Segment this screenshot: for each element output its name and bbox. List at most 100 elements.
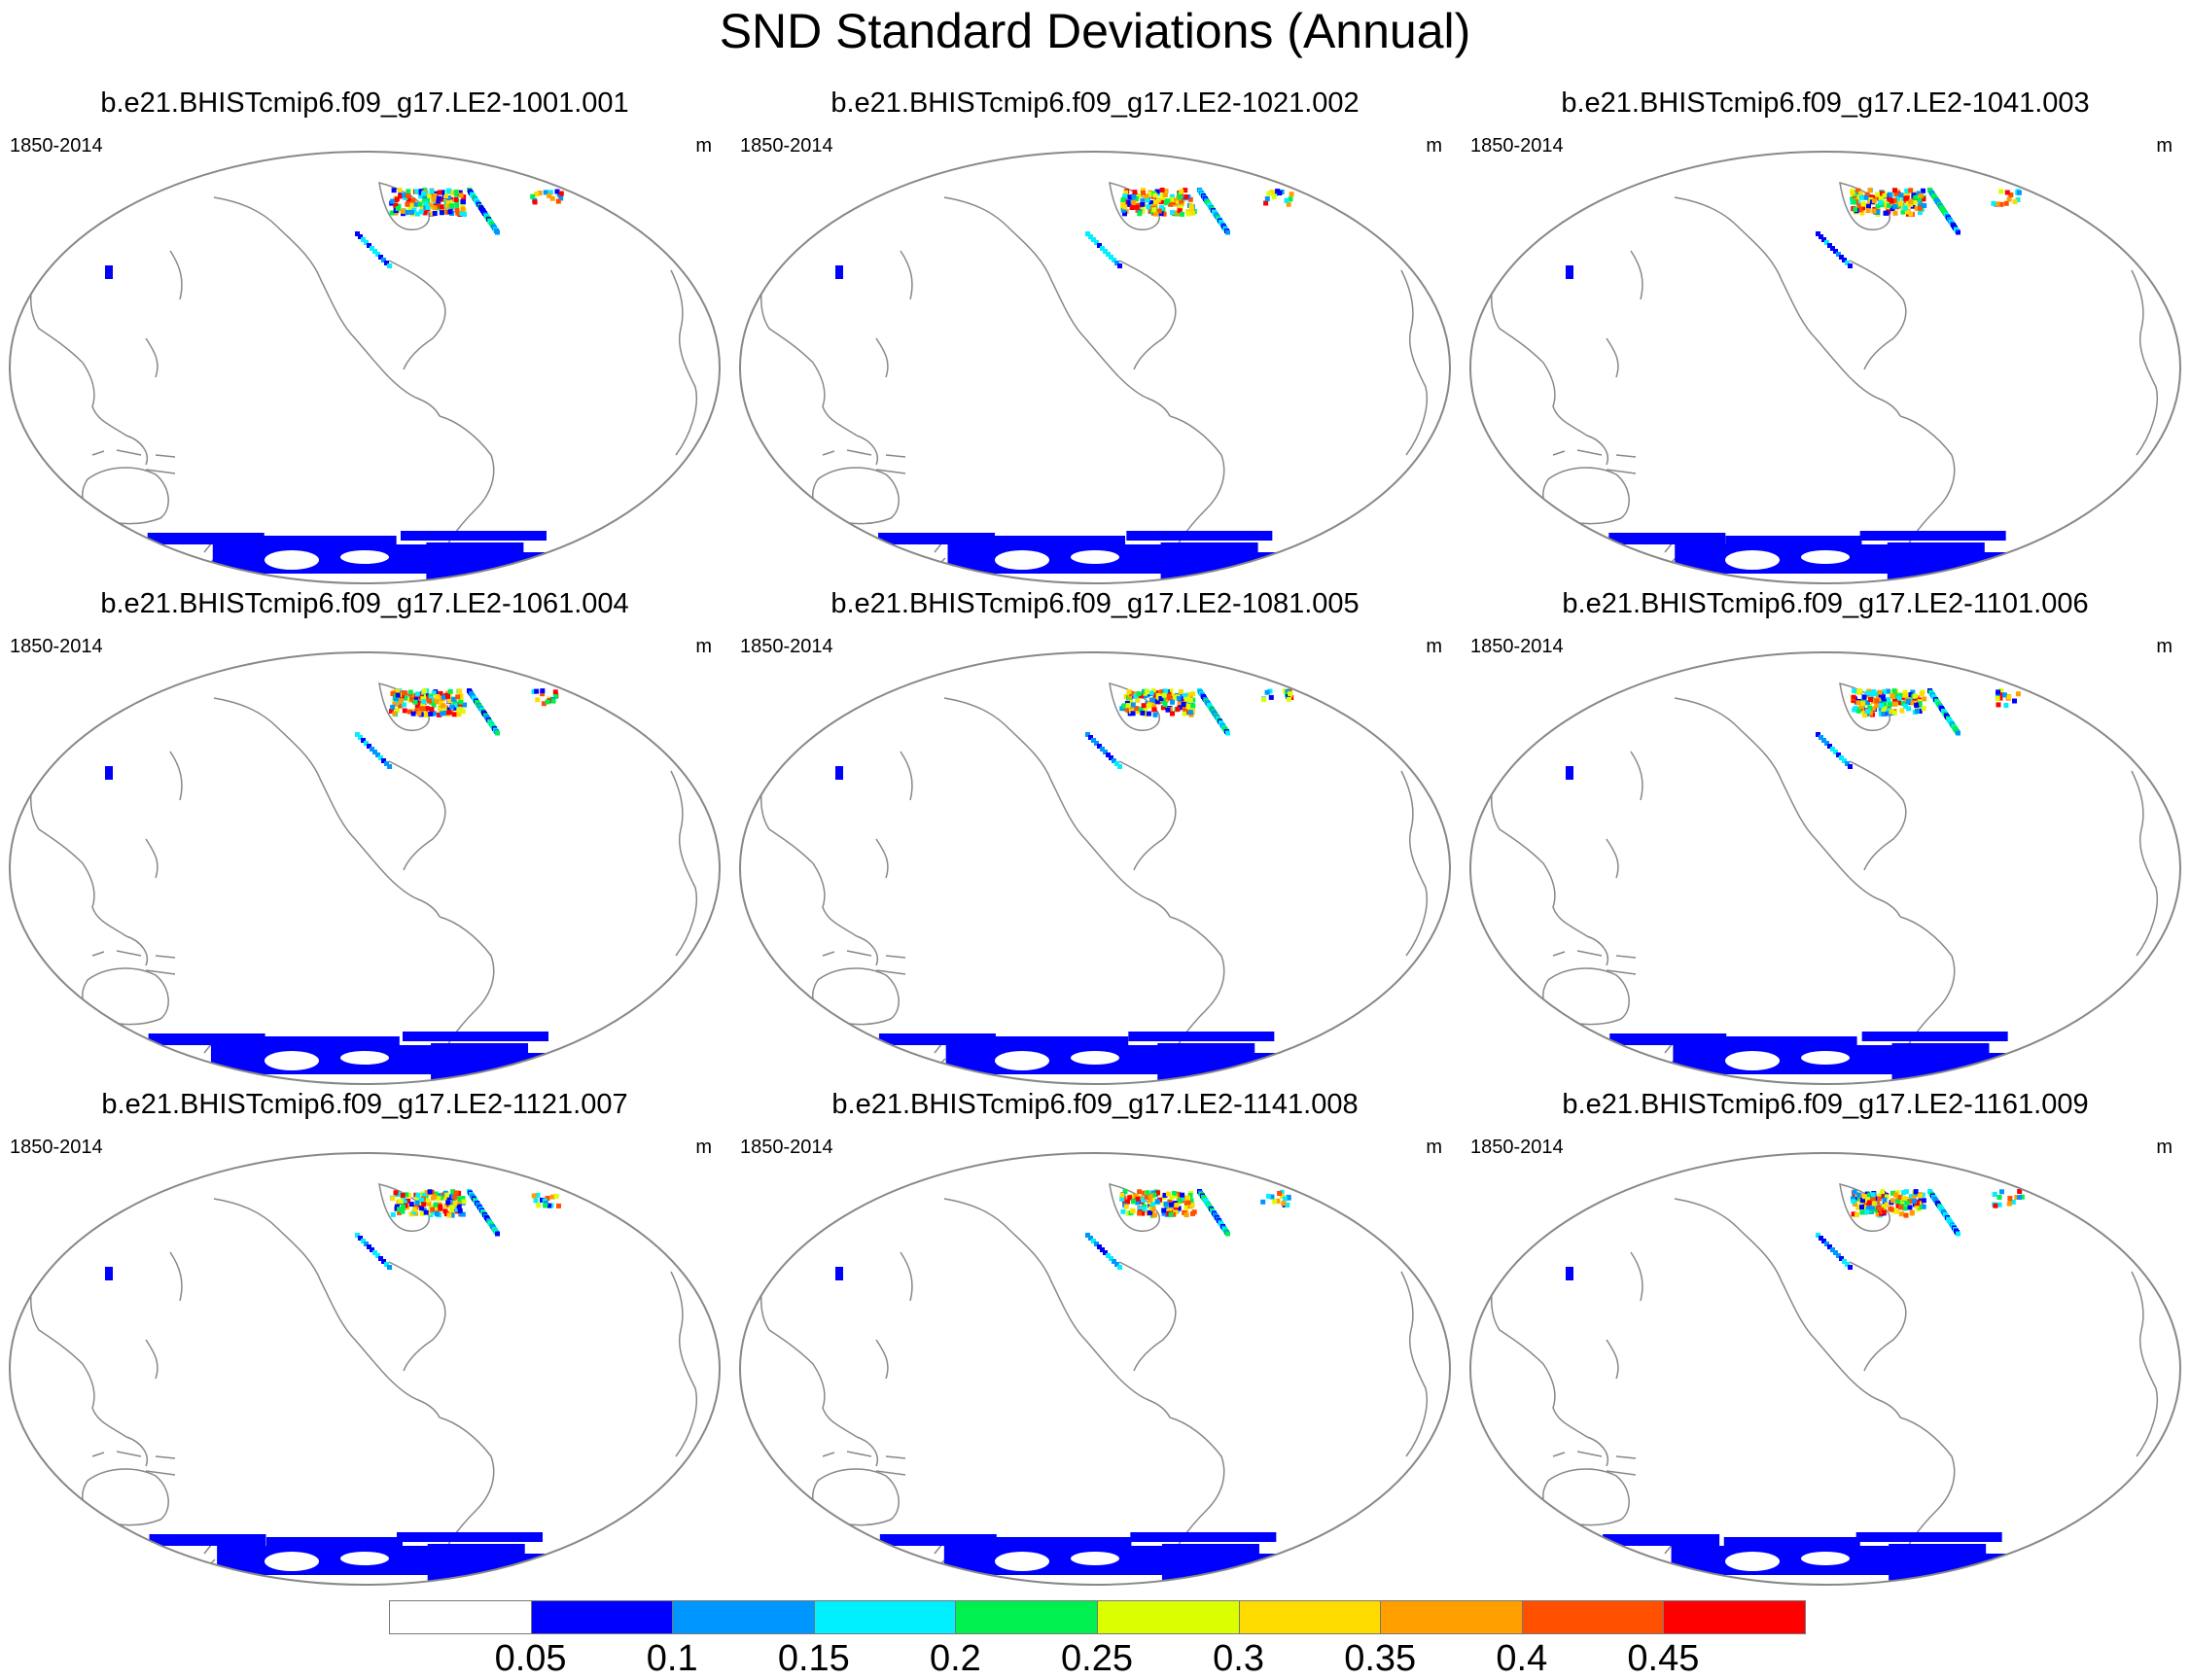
snow-cell [1183, 696, 1189, 702]
snow-cell [1914, 1204, 1920, 1209]
snow-cell [407, 206, 413, 212]
snow-cell [1177, 194, 1183, 200]
snow-cell [545, 1196, 550, 1201]
snow-cell [381, 258, 386, 262]
snow-cell [1186, 692, 1192, 697]
snow-cell [1912, 200, 1918, 205]
panel-title: b.e21.BHISTcmip6.f09_g17.LE2-1141.008 [831, 1089, 1359, 1120]
snow-cell [1122, 211, 1127, 217]
snow-cell [104, 1053, 134, 1063]
coastline [1606, 751, 1643, 879]
snow-cell [411, 1209, 417, 1215]
snow-cell [1821, 237, 1826, 242]
snow-cell [1133, 196, 1139, 201]
snow-cell [1904, 209, 1910, 215]
snow-field-tibet [105, 265, 113, 279]
snow-cell [829, 552, 859, 562]
snow-cell [1875, 695, 1881, 701]
coastline [30, 196, 127, 437]
snow-cell [1862, 1201, 1868, 1207]
snow-cell [1130, 705, 1136, 711]
panel-units: m [2156, 135, 2172, 157]
snow-cell [1268, 694, 1274, 700]
snow-cell [1165, 693, 1171, 699]
snow-field-tibet [835, 1267, 843, 1280]
snow-cell [536, 1203, 542, 1208]
snow-cell [1181, 702, 1186, 707]
coastline [822, 1451, 906, 1476]
snow-cell [1117, 764, 1122, 769]
snow-cell [1154, 1199, 1160, 1205]
snow-field-antarctic [104, 1032, 556, 1082]
snow-cell [400, 208, 406, 214]
snow-cell [1140, 198, 1146, 204]
snow-field-arctic [1085, 188, 1294, 268]
snow-field-antarctic [829, 531, 1282, 581]
coastline [1586, 935, 1608, 966]
snow-cell [1145, 1190, 1150, 1196]
colorbar-cell [955, 1600, 1098, 1634]
snow-cell [439, 210, 444, 216]
snow-cell [1285, 688, 1290, 694]
snow-cell [399, 697, 404, 703]
snow-field-antarctic [99, 531, 552, 581]
snow-field-arctic [355, 688, 559, 769]
snow-cell [547, 1203, 552, 1208]
snow-cell [1897, 1195, 1903, 1201]
snow-cell [393, 202, 399, 208]
coastline [125, 935, 148, 966]
snow-cell [1878, 199, 1884, 205]
snow-cell [1911, 1195, 1917, 1201]
snow-cell [1816, 732, 1820, 737]
snow-cell [1132, 190, 1138, 195]
snow-cell [427, 202, 433, 208]
snow-cell [1881, 706, 1887, 712]
snow-cell [1122, 204, 1128, 210]
snow-cell [1855, 1205, 1861, 1210]
snow-cell [393, 1190, 399, 1196]
snow-cell [1870, 1196, 1876, 1202]
snow-cell [459, 211, 465, 217]
snow-cell [423, 200, 429, 206]
snow-cell [1289, 192, 1294, 197]
snow-cell [1839, 255, 1844, 260]
snow-cell [1152, 692, 1158, 698]
panel-units: m [2156, 1137, 2172, 1158]
snow-cell [1137, 1189, 1143, 1195]
snow-cell [1123, 1204, 1129, 1209]
snow-cell [1159, 188, 1165, 192]
snow-cell [2012, 698, 2017, 704]
snow-cell [878, 1033, 996, 1045]
snow-cell [1261, 697, 1267, 703]
coastline [1849, 1261, 1907, 1372]
snow-cell [454, 192, 460, 197]
snow-cell [1914, 1201, 1920, 1207]
snow-cell [1862, 1194, 1867, 1200]
colorbar-cell [1097, 1600, 1240, 1634]
colorbar-tick-label: 0.4 [1496, 1638, 1548, 1679]
colorbar-tick-label: 0.05 [494, 1638, 567, 1679]
snow-cell [355, 231, 360, 236]
panel-title: b.e21.BHISTcmip6.f09_g17.LE2-1121.007 [101, 1089, 628, 1120]
snow-cell [1995, 201, 2000, 207]
snow-cell [552, 694, 558, 699]
snow-cell [1860, 205, 1865, 211]
snow-cell [414, 211, 420, 217]
snow-cell [1921, 196, 1926, 202]
snow-cell [540, 1197, 545, 1203]
snow-cell [1858, 191, 1863, 196]
panel-title: b.e21.BHISTcmip6.f09_g17.LE2-1061.004 [100, 588, 629, 619]
panel-period: 1850-2014 [10, 135, 103, 157]
snow-cell [1907, 1199, 1913, 1205]
snow-cell [1890, 1198, 1895, 1204]
panel-title: b.e21.BHISTcmip6.f09_g17.LE2-1101.006 [1562, 588, 2089, 619]
snow-cell [445, 693, 450, 699]
snow-field-antarctic [1559, 1532, 2017, 1583]
snow-cell [1566, 552, 1596, 562]
snow-cell [1881, 698, 1887, 704]
coastline [875, 751, 913, 879]
snow-field-antarctic [1566, 531, 2018, 581]
snow-cell [393, 696, 399, 701]
panel-period: 1850-2014 [10, 1137, 103, 1158]
snow-cell [427, 698, 432, 704]
